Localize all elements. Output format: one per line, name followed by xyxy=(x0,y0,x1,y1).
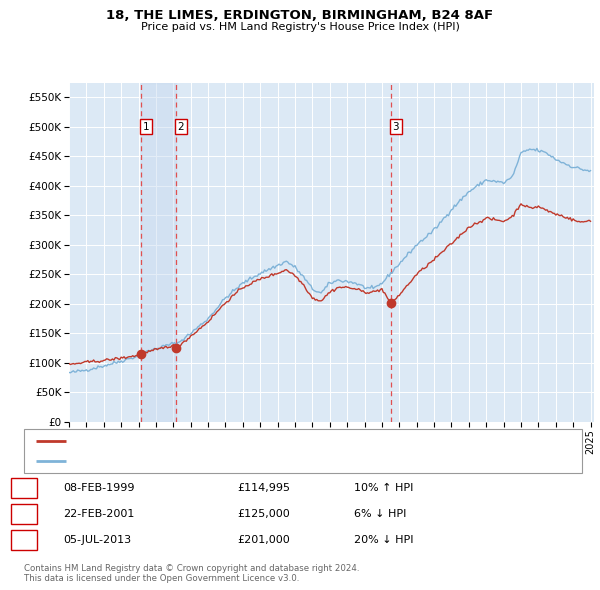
Text: HPI: Average price, detached house, Birmingham: HPI: Average price, detached house, Birm… xyxy=(75,456,332,466)
Text: 2: 2 xyxy=(20,509,28,519)
Text: £114,995: £114,995 xyxy=(237,483,290,493)
Text: 10% ↑ HPI: 10% ↑ HPI xyxy=(354,483,413,493)
Text: 08-FEB-1999: 08-FEB-1999 xyxy=(63,483,134,493)
Text: £201,000: £201,000 xyxy=(237,535,290,545)
Text: 18, THE LIMES, ERDINGTON, BIRMINGHAM, B24 8AF: 18, THE LIMES, ERDINGTON, BIRMINGHAM, B2… xyxy=(106,9,494,22)
Text: 3: 3 xyxy=(20,535,28,545)
Text: 05-JUL-2013: 05-JUL-2013 xyxy=(63,535,131,545)
Text: 18, THE LIMES, ERDINGTON, BIRMINGHAM, B24 8AF (detached house): 18, THE LIMES, ERDINGTON, BIRMINGHAM, B2… xyxy=(75,437,439,446)
Text: Contains HM Land Registry data © Crown copyright and database right 2024.
This d: Contains HM Land Registry data © Crown c… xyxy=(24,563,359,583)
Text: 1: 1 xyxy=(142,122,149,132)
Text: 22-FEB-2001: 22-FEB-2001 xyxy=(63,509,134,519)
Text: 2: 2 xyxy=(178,122,184,132)
Text: 3: 3 xyxy=(392,122,399,132)
Text: 1: 1 xyxy=(20,483,28,493)
Text: 20% ↓ HPI: 20% ↓ HPI xyxy=(354,535,413,545)
Text: £125,000: £125,000 xyxy=(237,509,290,519)
Text: 6% ↓ HPI: 6% ↓ HPI xyxy=(354,509,406,519)
Bar xyxy=(140,83,176,422)
Text: Price paid vs. HM Land Registry's House Price Index (HPI): Price paid vs. HM Land Registry's House … xyxy=(140,22,460,32)
